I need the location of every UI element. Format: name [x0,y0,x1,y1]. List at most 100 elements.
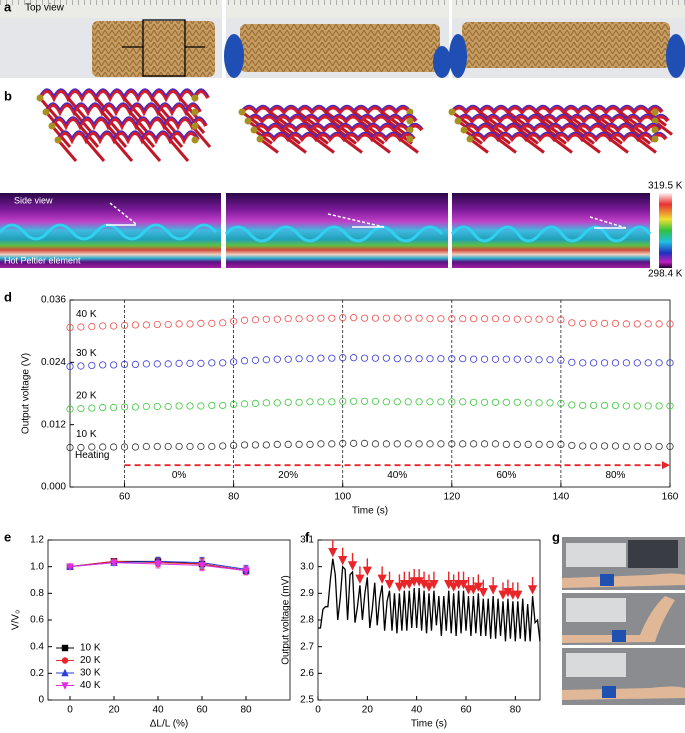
data-point [230,441,238,450]
data-point [77,362,85,370]
knit-end [244,117,252,125]
event-arrow [463,577,474,595]
knit-strand [50,117,208,131]
data-point [131,443,140,451]
data-point [644,320,652,328]
data-point [306,440,314,449]
knit-loop [343,137,363,154]
data-point [633,359,641,367]
data-point [393,314,401,322]
knit-strand [259,131,415,139]
legend-label: 10 K [80,643,101,654]
knit-loop [56,139,78,162]
data-point [110,322,118,330]
event-arrow [527,577,538,595]
data-point [666,442,674,451]
data-point [579,359,587,367]
knit-loop [84,139,106,162]
event-arrow [399,571,409,590]
knit-strand [51,116,207,126]
data-point [644,359,652,367]
data-point [622,359,630,367]
data-point [350,439,358,447]
data-point [153,320,161,329]
data-point [251,399,260,407]
data-point [655,442,663,451]
y-tick-label: 3.1 [300,535,314,546]
data-point [666,359,674,367]
knit-end [250,126,258,134]
data-point [568,401,576,409]
photo-top-1 [0,0,222,78]
data-point [524,315,532,323]
knit-loop [112,139,134,162]
data-point [371,397,380,405]
x-tick-label: 60 [460,705,472,716]
data-point [88,443,96,451]
data-point [306,355,314,363]
knit-strand [253,122,423,130]
data-point [644,402,652,410]
marker [154,560,162,569]
x-tick-label: 100 [334,492,351,503]
data-point [88,404,96,412]
data-point [579,401,587,410]
data-point [491,440,500,448]
data-point [295,355,303,363]
event-arrow [328,539,338,558]
photo-caption: Top view [25,3,65,14]
event-arrow [453,571,464,590]
data-point [513,355,521,363]
data-point [360,397,369,405]
data-point [535,315,543,323]
event-arrow [488,577,498,595]
data-point [339,354,347,362]
event-arrow [409,569,419,587]
data-point [579,319,587,327]
data-point [66,405,74,413]
data-point [470,315,478,323]
knit-end [36,94,44,102]
data-point [371,314,380,322]
data-point [382,354,390,362]
event-arrow [508,582,518,600]
legend-marker [61,657,69,664]
data-point [404,314,412,322]
y-tick-label: 0 [38,695,44,706]
knit-loop [259,137,279,154]
data-point [622,402,630,410]
data-point [339,439,347,447]
data-point [480,355,489,363]
event-arrow [498,582,508,600]
y-tick-label: 0.024 [41,357,66,368]
knit-strand [469,131,667,139]
data-point [240,357,249,365]
knit-end [191,136,199,144]
x-tick-label: 60 [196,705,208,716]
x-tick-label: 0 [67,705,73,716]
plot-frame [69,299,671,488]
data-point [590,401,598,410]
series-label: 30 K [76,348,97,359]
legend-label: 40 K [80,680,101,691]
data-point [120,403,129,411]
data-point [251,356,260,364]
data-point [284,398,292,406]
data-line [318,558,541,642]
legend-marker [61,644,69,652]
knit-end [191,94,199,102]
data-point [590,319,598,327]
event-arrow [404,571,414,590]
data-point [186,359,194,367]
knit-strand [456,114,670,125]
knit-loop [581,137,601,154]
data-point [502,355,510,363]
marker [198,562,206,570]
stage-label: 40% [387,470,407,481]
data-point [600,359,609,367]
data-point [175,359,183,367]
data-point [197,319,205,327]
data-point [470,440,478,448]
data-point [240,400,249,408]
